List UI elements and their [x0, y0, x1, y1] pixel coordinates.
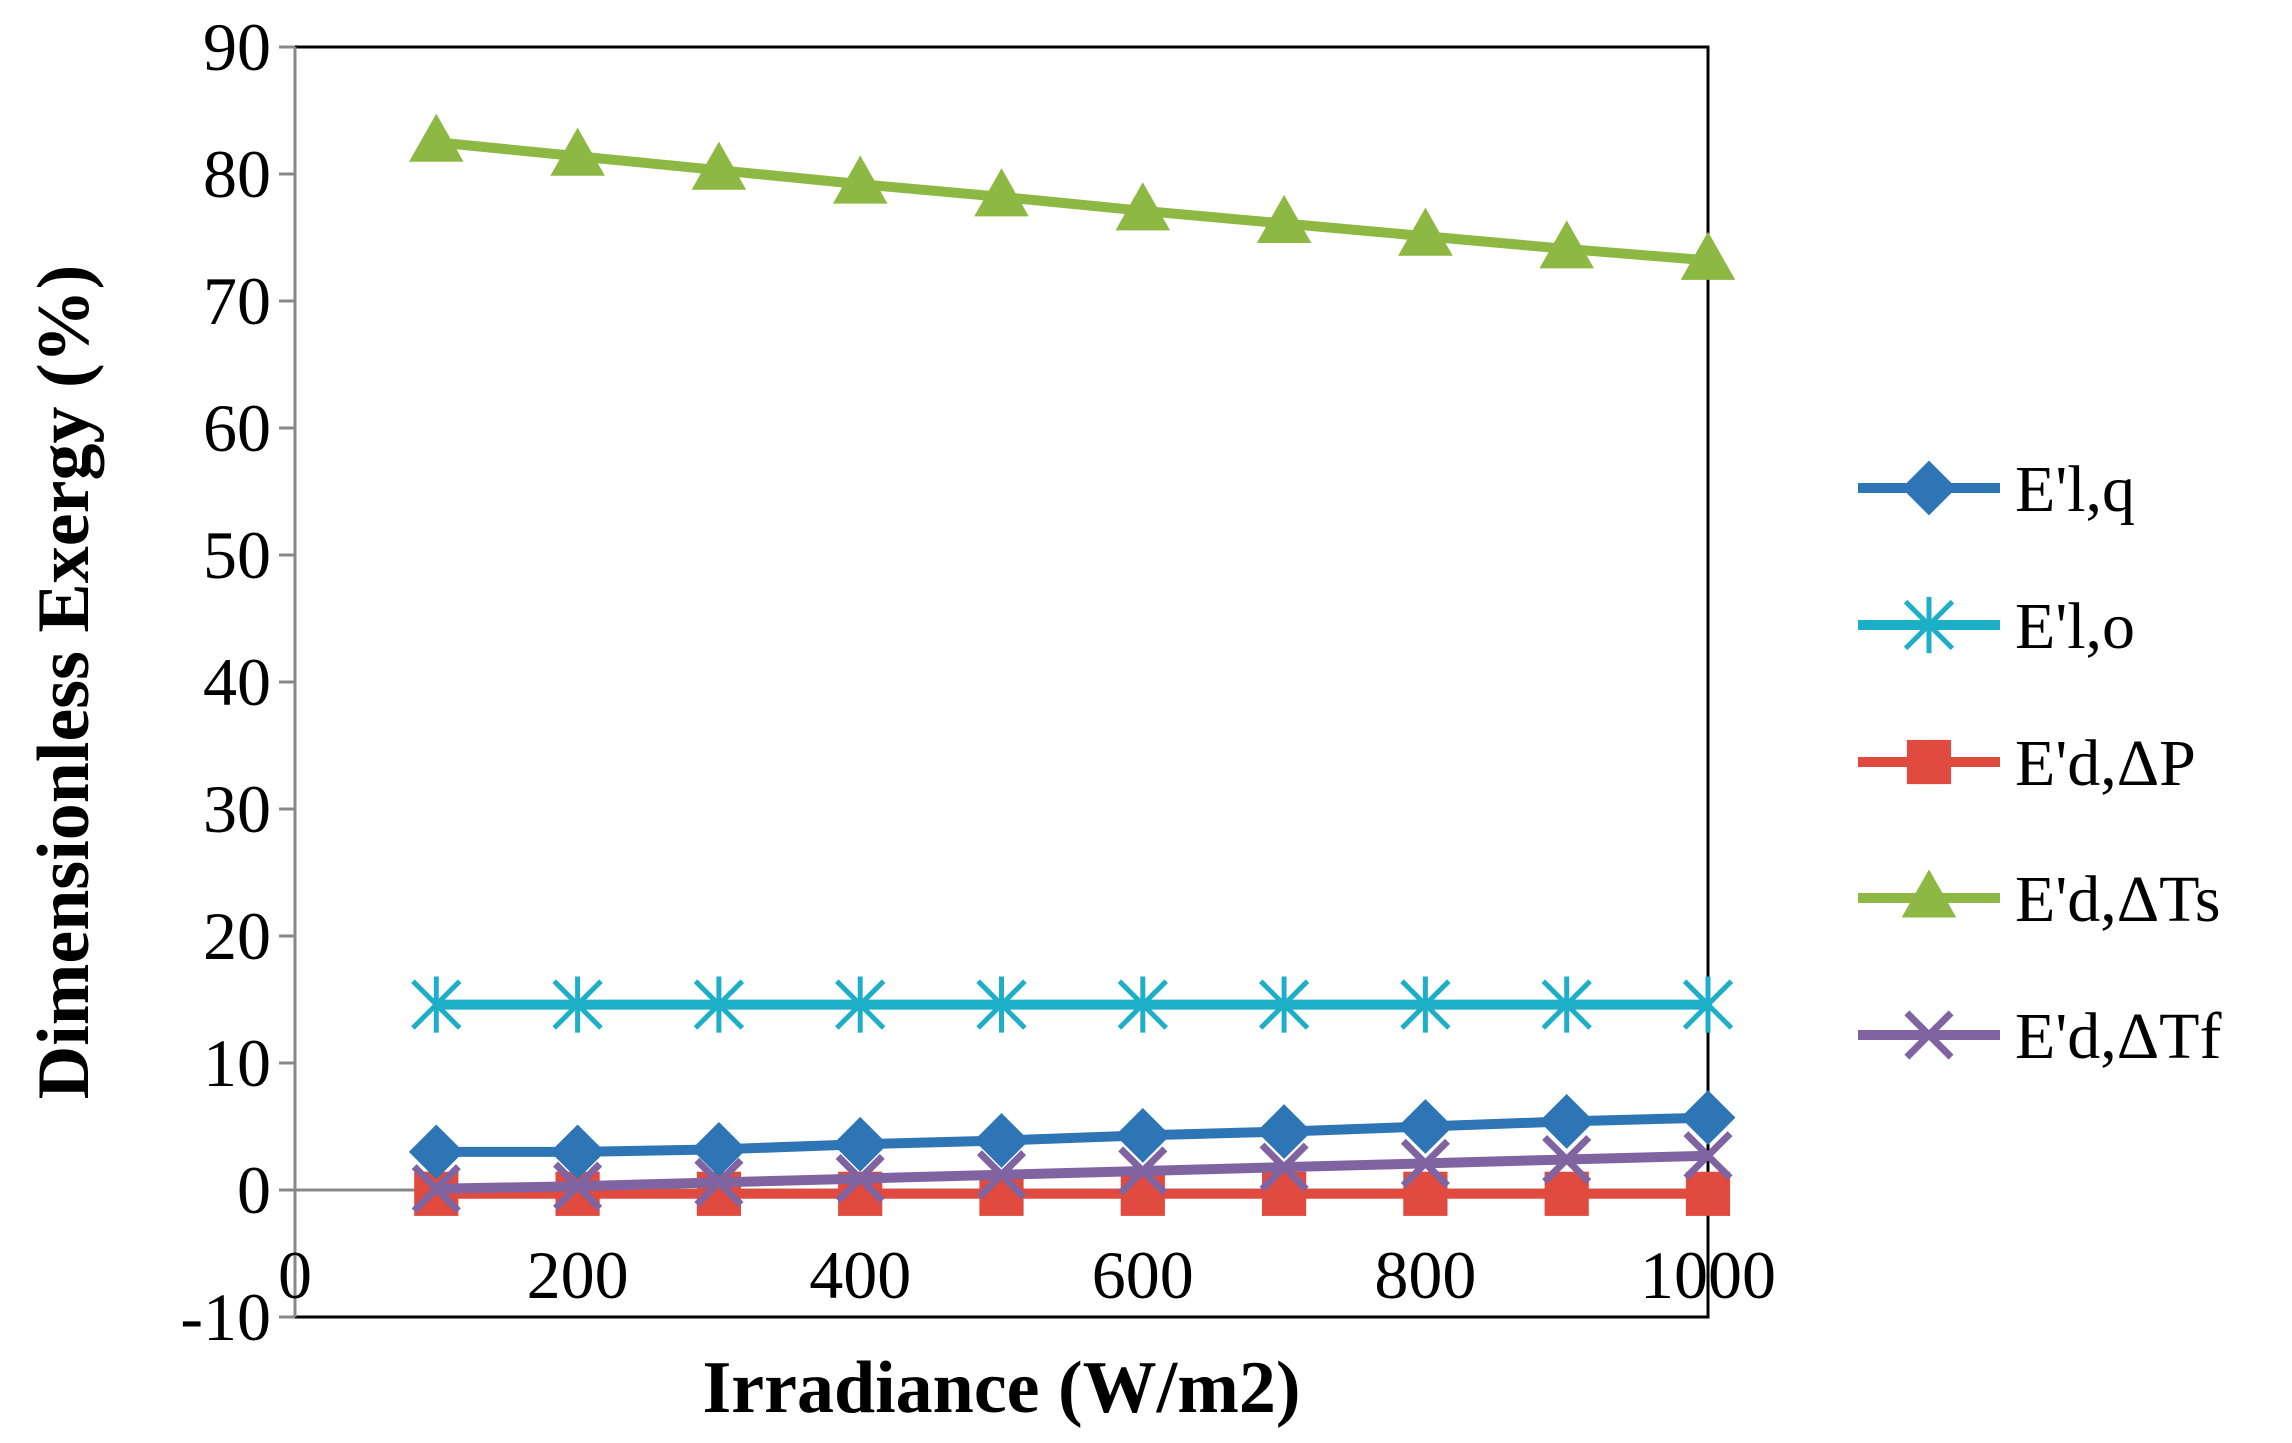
data-point: [835, 1153, 885, 1204]
data-point: [832, 1116, 888, 1172]
x-tick-label: 0: [278, 1237, 312, 1313]
data-point: [408, 1124, 464, 1180]
series-e-l-o: [411, 976, 1734, 1033]
data-point: [691, 1121, 747, 1177]
legend-item: E'l,o: [1858, 590, 2135, 663]
y-tick-label: 60: [203, 390, 271, 466]
data-point: [974, 168, 1029, 217]
data-point: [976, 976, 1027, 1033]
series-e-l-q: [408, 1090, 1736, 1180]
y-tick-label: 10: [203, 1025, 271, 1101]
data-point: [1539, 220, 1594, 269]
y-axis-ticks: -10 0 10 20 30 40 50 60 70 80 90: [180, 9, 295, 1355]
x-tick-label: 600: [1092, 1237, 1194, 1313]
data-point: [411, 1164, 461, 1214]
y-tick-label: 0: [237, 1152, 271, 1228]
data-point: [1259, 1142, 1309, 1192]
data-point: [1398, 207, 1453, 256]
x-tick-label: 200: [527, 1237, 629, 1313]
data-point: [1539, 1094, 1595, 1149]
data-point: [832, 155, 888, 204]
data-point: [1682, 976, 1734, 1033]
data-point: [1397, 1099, 1453, 1154]
series-e-d-p: [414, 1171, 1731, 1216]
legend-swatch-marker: [1903, 596, 1955, 654]
legend-item: E'd,ΔTf: [1858, 1000, 2221, 1073]
data-point: [411, 976, 462, 1033]
data-point: [1541, 976, 1592, 1033]
series-e-d-tf: [411, 1131, 1733, 1214]
data-point: [1118, 1146, 1168, 1196]
data-point: [553, 1161, 603, 1211]
data-point: [1117, 976, 1168, 1033]
data-point: [1400, 1138, 1450, 1188]
data-point: [976, 1150, 1027, 1200]
data-point: [1115, 1107, 1171, 1163]
x-axis-title: Irradiance (W/m2): [702, 1347, 1300, 1429]
y-tick-label: 80: [203, 136, 271, 212]
data-point: [1685, 1171, 1731, 1216]
series-line: [435, 137, 1709, 266]
y-axis-title: Dimensionless Exergy (%): [23, 265, 105, 1100]
data-point: [691, 141, 747, 190]
data-point: [552, 976, 603, 1033]
y-tick-label: 90: [203, 9, 271, 85]
y-tick-label: 70: [203, 263, 271, 339]
data-point: [1680, 231, 1736, 280]
legend-label: E'l,o: [2015, 590, 2135, 663]
data-point: [1258, 976, 1310, 1033]
legend-swatch-marker: [1901, 460, 1957, 516]
data-point: [1542, 1134, 1592, 1185]
data-point: [550, 1124, 606, 1180]
data-point: [1256, 1104, 1312, 1159]
data-point: [409, 113, 464, 162]
series-e-d-ts: [409, 113, 1736, 280]
legend-label: E'd,ΔTs: [2015, 863, 2221, 936]
legend-swatch-marker: [1906, 739, 1952, 785]
legend-item: E'l,q: [1858, 453, 2135, 526]
x-tick-label: 800: [1374, 1237, 1476, 1313]
legend-swatch-marker: [1904, 1010, 1954, 1060]
legend-label: E'l,q: [2015, 453, 2135, 526]
data-point: [1256, 194, 1312, 244]
y-tick-label: -10: [180, 1279, 271, 1355]
x-tick-label: 1000: [1640, 1237, 1776, 1313]
legend: E'l,q E'l,o E'd,ΔP E'd,ΔTs E'd,ΔTf: [1858, 453, 2221, 1073]
legend-label: E'd,ΔP: [2015, 727, 2196, 800]
data-point: [835, 976, 886, 1033]
x-tick-label: 400: [809, 1237, 911, 1313]
y-tick-label: 40: [203, 644, 271, 720]
legend-item: E'd,ΔTs: [1858, 863, 2221, 936]
data-point: [1400, 976, 1451, 1033]
legend-swatch-marker: [1901, 869, 1957, 918]
series-layer: [408, 113, 1736, 1216]
series-line: [436, 1112, 1709, 1157]
y-tick-label: 20: [203, 898, 271, 974]
data-point: [1120, 1171, 1165, 1216]
legend-item: E'd,ΔP: [1858, 727, 2196, 800]
data-point: [550, 127, 605, 176]
y-tick-label: 50: [203, 517, 271, 593]
data-point: [694, 1157, 744, 1207]
data-point: [1680, 1090, 1736, 1146]
y-tick-label: 30: [203, 771, 271, 847]
data-point: [1683, 1131, 1733, 1181]
legend-label: E'd,ΔTf: [2015, 1000, 2221, 1073]
series-line: [436, 1150, 1709, 1194]
data-point: [693, 976, 745, 1033]
data-point: [1115, 182, 1171, 231]
data-point: [974, 1113, 1029, 1168]
